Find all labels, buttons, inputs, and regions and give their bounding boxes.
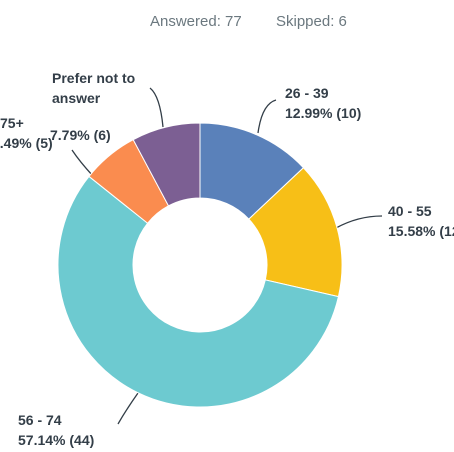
slice-value-label: 15.58% (12) [388, 223, 454, 239]
donut-slice [57, 175, 340, 408]
leader-line [149, 87, 164, 128]
slice-value-label: 12.99% (10) [285, 105, 361, 121]
slice-label: 26 - 39 [285, 85, 329, 101]
slice-value-label: 7.79% (6) [50, 127, 111, 143]
slice-label: Prefer not to answer [52, 70, 135, 106]
leader-line [117, 392, 139, 425]
skipped-count: Skipped: 6 [276, 13, 347, 30]
donut-slice [132, 122, 201, 207]
slice-value-label: 57.14% (44) [18, 432, 94, 448]
slice-value-label: 6.49% (5) [0, 135, 53, 151]
slice-label: 56 - 74 [18, 412, 62, 428]
leader-line [257, 99, 277, 134]
answered-count: Answered: 77 [150, 13, 242, 30]
leader-line [335, 215, 383, 229]
leader-line [71, 149, 94, 177]
slice-label: 75+ [0, 115, 24, 131]
slice-label: 40 - 55 [388, 203, 432, 219]
